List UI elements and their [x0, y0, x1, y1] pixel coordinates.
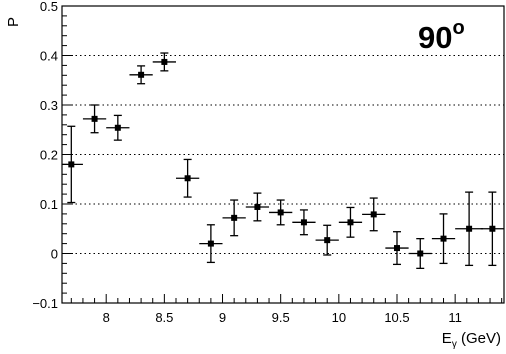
marker: [68, 161, 75, 168]
axis-ticks: −0.1 0 0.1 0.2 0.3 0.4 0.5 8 8.5 9 9.5 10 10.5 11: [32, 0, 503, 325]
x-tick-label: 10.5: [384, 310, 409, 325]
x-tick-label: 9: [219, 310, 226, 325]
angle-value: 90: [418, 20, 452, 55]
angle-annotation: 90o: [418, 17, 465, 55]
marker: [440, 235, 447, 242]
y-axis-title: P: [5, 17, 22, 27]
degree-symbol: o: [452, 17, 464, 39]
data-point: [245, 192, 270, 222]
y-tick-label: 0.3: [40, 98, 58, 113]
data-point: [175, 158, 200, 198]
data-point: [152, 52, 176, 72]
marker: [254, 203, 261, 210]
data-point: [292, 209, 316, 236]
x-tick-label: 9.5: [272, 310, 290, 325]
data-point: [129, 65, 153, 85]
x-axis-title-subscript: γ: [452, 339, 457, 350]
y-tick-label: 0.4: [40, 49, 58, 64]
data-point: [338, 206, 363, 238]
data-point: [82, 104, 107, 134]
marker: [207, 240, 214, 247]
data-point: [480, 191, 504, 267]
marker: [393, 245, 400, 252]
marker: [466, 225, 473, 232]
x-tick-label: 8.5: [155, 310, 173, 325]
marker: [370, 211, 377, 218]
marker: [324, 237, 331, 244]
marker: [300, 219, 307, 226]
data-point: [408, 237, 432, 270]
marker: [347, 219, 354, 226]
marker: [417, 250, 424, 257]
data-point: [199, 224, 223, 264]
data-point: [269, 199, 293, 226]
y-tick-label: 0.5: [40, 0, 58, 14]
marker: [114, 124, 121, 131]
marker: [138, 71, 145, 78]
marker: [489, 225, 496, 232]
x-axis-title-main: E: [442, 330, 452, 347]
data-point: [362, 197, 386, 232]
y-tick-label: 0: [51, 247, 58, 262]
data-point: [222, 199, 246, 237]
marker: [184, 175, 191, 182]
x-tick-label: 8: [103, 310, 110, 325]
marker: [91, 115, 98, 122]
marker: [277, 209, 284, 216]
marker: [161, 58, 168, 65]
x-axis-title-unit: (GeV): [457, 330, 501, 347]
x-tick-label: 11: [448, 310, 462, 325]
y-tick-label: 0.1: [40, 197, 58, 212]
y-tick-label: −0.1: [32, 296, 58, 311]
grid-lines: [62, 55, 504, 254]
y-axis-title-text: P: [5, 17, 22, 27]
data-point: [315, 224, 339, 256]
marker: [231, 214, 238, 221]
x-tick-label: 10: [332, 310, 346, 325]
data-point: [385, 231, 409, 266]
y-tick-label: 0.2: [40, 148, 58, 163]
data-point: [431, 213, 456, 265]
data-point: [455, 191, 484, 267]
data-points: [62, 52, 504, 270]
x-axis-title: Eγ (GeV): [442, 330, 501, 350]
data-point: [106, 114, 130, 141]
